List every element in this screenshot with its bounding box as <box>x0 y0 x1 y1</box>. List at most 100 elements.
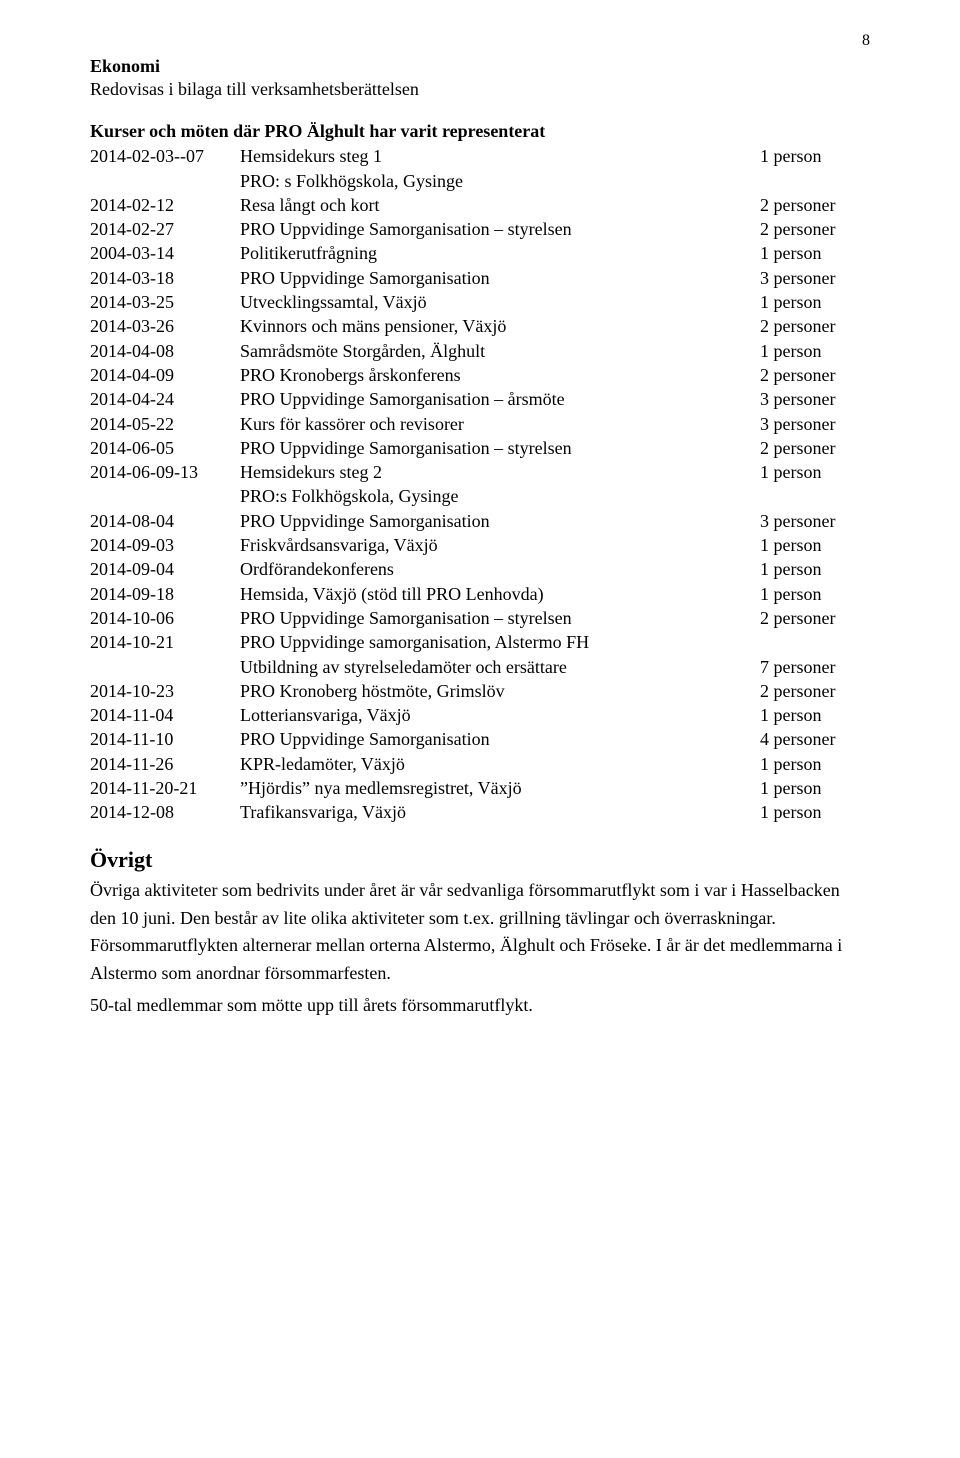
cell-date <box>90 484 240 508</box>
ekonomi-description: Redovisas i bilaga till verksamhetsberät… <box>90 77 870 101</box>
cell-description: PRO Uppvidinge Samorganisation <box>240 509 760 533</box>
cell-count: 1 person <box>760 703 870 727</box>
cell-count: 4 personer <box>760 727 870 751</box>
cell-count: 1 person <box>760 800 870 824</box>
cell-description: Hemsidekurs steg 2 <box>240 460 760 484</box>
table-row: 2014-02-12Resa långt och kort2 personer <box>90 193 870 217</box>
cell-description: Friskvårdsansvariga, Växjö <box>240 533 760 557</box>
table-row: 2004-03-14Politikerutfrågning1 person <box>90 241 870 265</box>
cell-count: 1 person <box>760 144 870 168</box>
cell-description: Utvecklingssamtal, Växjö <box>240 290 760 314</box>
cell-description: PRO:s Folkhögskola, Gysinge <box>240 484 760 508</box>
meetings-table: 2014-02-03--07Hemsidekurs steg 11 person… <box>90 144 870 824</box>
cell-date: 2014-03-25 <box>90 290 240 314</box>
cell-date: 2004-03-14 <box>90 241 240 265</box>
cell-date <box>90 655 240 679</box>
cell-date: 2014-06-05 <box>90 436 240 460</box>
cell-date: 2014-04-08 <box>90 339 240 363</box>
cell-count <box>760 484 870 508</box>
cell-date: 2014-11-20-21 <box>90 776 240 800</box>
cell-date: 2014-02-12 <box>90 193 240 217</box>
cell-description: Kvinnors och mäns pensioner, Växjö <box>240 314 760 338</box>
cell-description: Utbildning av styrelseledamöter och ersä… <box>240 655 760 679</box>
cell-count: 2 personer <box>760 217 870 241</box>
cell-count: 2 personer <box>760 314 870 338</box>
table-row: 2014-09-03Friskvårdsansvariga, Växjö1 pe… <box>90 533 870 557</box>
table-row: 2014-10-23PRO Kronoberg höstmöte, Grimsl… <box>90 679 870 703</box>
cell-description: PRO Kronobergs årskonferens <box>240 363 760 387</box>
cell-description: PRO Uppvidinge samorganisation, Alstermo… <box>240 630 760 654</box>
cell-count: 1 person <box>760 339 870 363</box>
cell-date: 2014-09-04 <box>90 557 240 581</box>
cell-description: Trafikansvariga, Växjö <box>240 800 760 824</box>
cell-date: 2014-11-26 <box>90 752 240 776</box>
document-page: 8 Ekonomi Redovisas i bilaga till verksa… <box>0 0 960 1458</box>
table-row: PRO:s Folkhögskola, Gysinge <box>90 484 870 508</box>
cell-description: Kurs för kassörer och revisorer <box>240 412 760 436</box>
page-number: 8 <box>862 32 870 50</box>
cell-count: 1 person <box>760 533 870 557</box>
table-row: 2014-04-08Samrådsmöte Storgården, Älghul… <box>90 339 870 363</box>
cell-count: 1 person <box>760 557 870 581</box>
table-row: 2014-11-04Lotteriansvariga, Växjö1 perso… <box>90 703 870 727</box>
cell-date: 2014-09-18 <box>90 582 240 606</box>
table-row: 2014-11-26KPR-ledamöter, Växjö1 person <box>90 752 870 776</box>
cell-date: 2014-08-04 <box>90 509 240 533</box>
table-row: 2014-05-22Kurs för kassörer och revisore… <box>90 412 870 436</box>
cell-date: 2014-11-10 <box>90 727 240 751</box>
cell-date: 2014-04-09 <box>90 363 240 387</box>
cell-description: KPR-ledamöter, Växjö <box>240 752 760 776</box>
table-row: 2014-04-24PRO Uppvidinge Samorganisation… <box>90 387 870 411</box>
cell-description: Ordförandekonferens <box>240 557 760 581</box>
cell-count: 1 person <box>760 776 870 800</box>
table-row: 2014-12-08Trafikansvariga, Växjö1 person <box>90 800 870 824</box>
cell-date: 2014-04-24 <box>90 387 240 411</box>
section-heading-ekonomi: Ekonomi <box>90 56 870 77</box>
cell-description: Samrådsmöte Storgården, Älghult <box>240 339 760 363</box>
table-row: 2014-10-21PRO Uppvidinge samorganisation… <box>90 630 870 654</box>
cell-description: Lotteriansvariga, Växjö <box>240 703 760 727</box>
section-heading-ovrigt: Övrigt <box>90 847 870 873</box>
cell-count: 2 personer <box>760 606 870 630</box>
cell-description: PRO Uppvidinge Samorganisation – styrels… <box>240 217 760 241</box>
cell-description: PRO Uppvidinge Samorganisation <box>240 266 760 290</box>
cell-count: 2 personer <box>760 363 870 387</box>
cell-description: PRO Uppvidinge Samorganisation – årsmöte <box>240 387 760 411</box>
table-row: 2014-06-05PRO Uppvidinge Samorganisation… <box>90 436 870 460</box>
table-row: 2014-03-25Utvecklingssamtal, Växjö1 pers… <box>90 290 870 314</box>
cell-count: 1 person <box>760 752 870 776</box>
cell-description: PRO Uppvidinge Samorganisation – styrels… <box>240 436 760 460</box>
cell-count <box>760 630 870 654</box>
cell-count: 1 person <box>760 460 870 484</box>
cell-count <box>760 169 870 193</box>
cell-count: 1 person <box>760 290 870 314</box>
cell-date <box>90 169 240 193</box>
table-row: PRO: s Folkhögskola, Gysinge <box>90 169 870 193</box>
ovrigt-paragraph-1: Övriga aktiviteter som bedrivits under å… <box>90 877 870 989</box>
cell-count: 2 personer <box>760 193 870 217</box>
table-row: 2014-09-04Ordförandekonferens1 person <box>90 557 870 581</box>
cell-date: 2014-09-03 <box>90 533 240 557</box>
cell-description: PRO: s Folkhögskola, Gysinge <box>240 169 760 193</box>
cell-count: 1 person <box>760 241 870 265</box>
cell-count: 2 personer <box>760 679 870 703</box>
table-row: 2014-02-03--07Hemsidekurs steg 11 person <box>90 144 870 168</box>
cell-count: 2 personer <box>760 436 870 460</box>
cell-date: 2014-10-23 <box>90 679 240 703</box>
table-row: 2014-06-09-13Hemsidekurs steg 21 person <box>90 460 870 484</box>
cell-description: PRO Kronoberg höstmöte, Grimslöv <box>240 679 760 703</box>
cell-count: 3 personer <box>760 266 870 290</box>
cell-date: 2014-06-09-13 <box>90 460 240 484</box>
cell-date: 2014-02-27 <box>90 217 240 241</box>
cell-description: Hemsida, Växjö (stöd till PRO Lenhovda) <box>240 582 760 606</box>
cell-count: 1 person <box>760 582 870 606</box>
cell-date: 2014-10-21 <box>90 630 240 654</box>
table-row: 2014-08-04PRO Uppvidinge Samorganisation… <box>90 509 870 533</box>
cell-description: ”Hjördis” nya medlemsregistret, Växjö <box>240 776 760 800</box>
table-row: 2014-03-26Kvinnors och mäns pensioner, V… <box>90 314 870 338</box>
cell-date: 2014-03-18 <box>90 266 240 290</box>
cell-description: Resa långt och kort <box>240 193 760 217</box>
cell-count: 3 personer <box>760 509 870 533</box>
table-row: 2014-03-18PRO Uppvidinge Samorganisation… <box>90 266 870 290</box>
cell-count: 3 personer <box>760 387 870 411</box>
